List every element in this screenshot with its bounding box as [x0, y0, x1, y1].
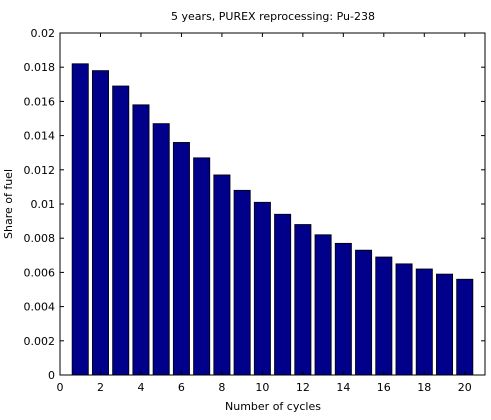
- bar-cycle-18: [415, 268, 433, 376]
- x-tick-label: 18: [417, 381, 431, 394]
- x-axis-label: Number of cycles: [225, 400, 321, 413]
- bar-cycle-7: [193, 157, 211, 376]
- bar-cycle-11: [274, 213, 292, 376]
- x-tick-label: 0: [57, 381, 64, 394]
- y-tick-label: 0.002: [24, 335, 56, 348]
- chart-title: 5 years, PUREX reprocessing: Pu-238: [171, 10, 375, 23]
- bar-cycle-14: [334, 242, 352, 376]
- x-tick-label: 12: [296, 381, 310, 394]
- bar-cycle-6: [172, 142, 190, 376]
- y-axis-label: Share of fuel: [2, 169, 15, 239]
- bar-cycle-17: [395, 263, 413, 376]
- x-tick-label: 10: [255, 381, 269, 394]
- y-tick-label: 0.018: [24, 61, 56, 74]
- bar-cycle-1: [71, 63, 89, 376]
- bar-cycle-4: [132, 104, 150, 376]
- bar-cycle-3: [112, 85, 130, 376]
- bar-cycle-16: [375, 256, 393, 376]
- x-tick-label: 6: [178, 381, 185, 394]
- y-tick-label: 0.01: [31, 198, 56, 211]
- y-tick-label: 0.008: [24, 232, 56, 245]
- bars-group: [71, 63, 474, 376]
- bar-cycle-8: [213, 174, 231, 376]
- bar-cycle-5: [152, 123, 170, 376]
- y-tick-label: 0.012: [24, 164, 56, 177]
- bar-cycle-12: [294, 224, 312, 376]
- y-tick-label: 0.014: [24, 130, 56, 143]
- bar-cycle-2: [91, 70, 109, 376]
- x-tick-label: 14: [336, 381, 350, 394]
- bar-cycle-13: [314, 234, 332, 376]
- bar-cycle-10: [253, 201, 271, 376]
- bar-cycle-19: [436, 273, 454, 376]
- bar-cycle-15: [355, 249, 373, 376]
- y-tick-label: 0.006: [24, 266, 56, 279]
- x-tick-label: 16: [377, 381, 391, 394]
- y-tick-label: 0.02: [31, 27, 56, 40]
- y-tick-label: 0.016: [24, 95, 56, 108]
- bar-cycle-20: [456, 278, 474, 376]
- x-tick-label: 2: [97, 381, 104, 394]
- bar-cycle-9: [233, 189, 251, 376]
- x-tick-label: 8: [218, 381, 225, 394]
- x-tick-label: 4: [137, 381, 144, 394]
- x-tick-label: 20: [458, 381, 472, 394]
- ticks-group: 0 2 4 6 8 10 12 14 16 18 20 0 0.002 0.004 0.006 0.008 0.…: [24, 27, 485, 394]
- y-tick-label: 0: [48, 369, 55, 382]
- y-tick-label: 0.004: [24, 301, 56, 314]
